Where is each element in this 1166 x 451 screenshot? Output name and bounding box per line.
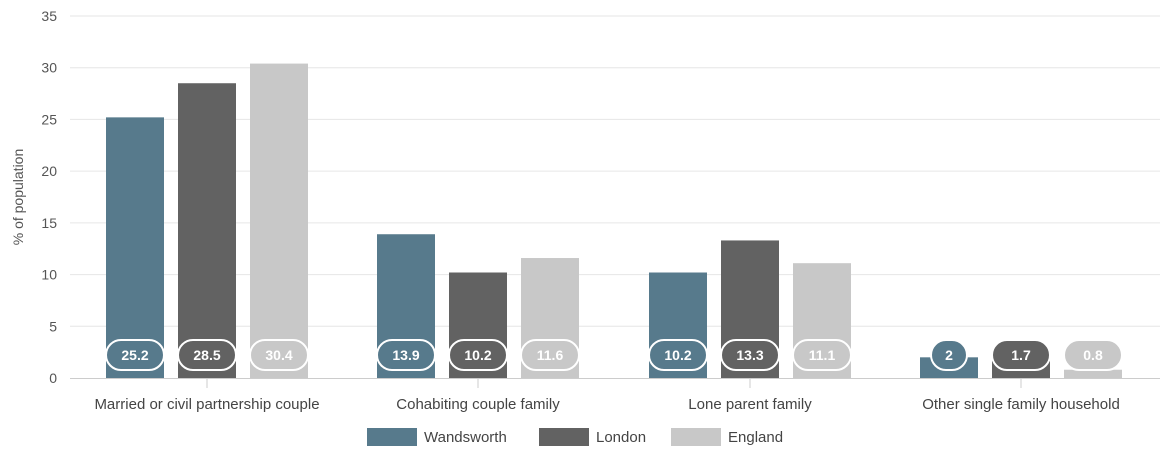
- y-tick-label: 0: [49, 370, 57, 386]
- data-label-pill: [376, 339, 436, 371]
- legend: Wandsworth London England: [367, 428, 783, 446]
- data-label-pill: [448, 339, 508, 371]
- data-label-pill: [991, 339, 1051, 371]
- data-label: 0.8: [1083, 347, 1103, 363]
- bars: [106, 63, 1122, 379]
- data-label-pill: [105, 339, 165, 371]
- y-tick-label: 20: [41, 163, 57, 179]
- y-tick-label: 25: [41, 111, 57, 127]
- y-tick-label: 35: [41, 8, 57, 24]
- y-tick-label: 30: [41, 60, 57, 76]
- x-tick-label: Other single family household: [922, 396, 1120, 413]
- data-label-pill: [648, 339, 708, 371]
- legend-label: England: [728, 429, 783, 446]
- x-tick-label: Lone parent family: [688, 396, 812, 413]
- data-label: 28.5: [193, 347, 220, 363]
- legend-swatch-wandsworth: [367, 428, 417, 446]
- data-label: 10.2: [664, 347, 691, 363]
- data-label: 10.2: [464, 347, 491, 363]
- data-label: 1.7: [1011, 347, 1031, 363]
- data-label: 11.1: [809, 347, 836, 363]
- data-label: 2: [945, 347, 953, 363]
- data-label: 25.2: [121, 347, 148, 363]
- legend-swatch-england: [671, 428, 721, 446]
- data-label: 13.3: [736, 347, 763, 363]
- data-label-pill: [520, 339, 580, 371]
- x-tick-label: Cohabiting couple family: [396, 396, 560, 413]
- bar-wandsworth-1: [106, 117, 164, 379]
- data-label-pill: [177, 339, 237, 371]
- data-label: 13.9: [392, 347, 419, 363]
- legend-label: Wandsworth: [424, 429, 507, 446]
- data-label-pill: [930, 339, 968, 371]
- bar-england-1: [250, 63, 308, 378]
- legend-label: London: [596, 429, 646, 446]
- data-label: 11.6: [537, 347, 564, 363]
- y-axis-label: % of population: [10, 149, 26, 246]
- data-label-pill: [792, 339, 852, 371]
- y-tick-label: 5: [49, 318, 57, 334]
- x-tick-label: Married or civil partnership couple: [94, 396, 319, 413]
- y-tick-label: 10: [41, 267, 57, 283]
- data-label-pill: [249, 339, 309, 371]
- data-label-pill: [720, 339, 780, 371]
- y-axis-ticks: 0 5 10 15 20 25 30 35: [41, 8, 57, 386]
- data-label-pill: [1063, 339, 1123, 371]
- bar-england-4: [1064, 369, 1122, 378]
- data-labels: 25.2 28.5 30.4 13.9 10.2 11.6 10.2 13.3 11.1 2 1.7…: [105, 339, 1123, 371]
- data-label: 30.4: [265, 347, 292, 363]
- x-axis-ticks: Married or civil partnership couple Cohab…: [94, 378, 1120, 413]
- bar-london-1: [178, 83, 236, 378]
- y-tick-label: 15: [41, 215, 57, 231]
- legend-swatch-london: [539, 428, 589, 446]
